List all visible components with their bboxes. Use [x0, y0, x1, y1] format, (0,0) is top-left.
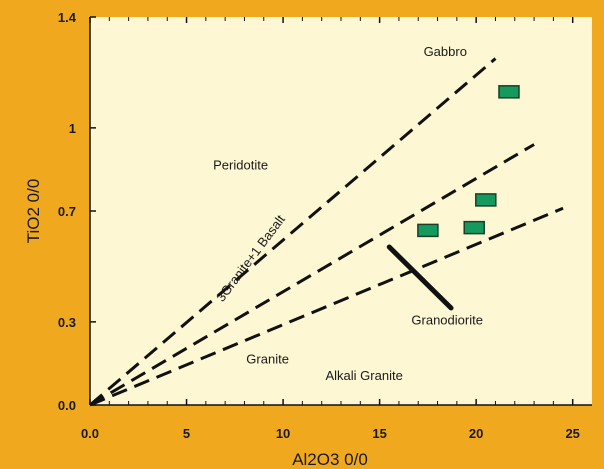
- boundary-line: [89, 57, 497, 407]
- y-tick-label: 1: [69, 121, 76, 136]
- boundary-line: [89, 206, 564, 407]
- tick-labels: 0.0 5 10 15 20 25 0.0 0.3 0.7 1 1.4: [58, 10, 580, 441]
- region-label: Gabbro: [424, 44, 467, 59]
- trend-segment: [386, 244, 454, 311]
- plot-area: [90, 17, 592, 405]
- data-point: [498, 85, 520, 99]
- y-tick-label: 0.3: [58, 315, 76, 330]
- x-tick-label: 0.0: [81, 426, 99, 441]
- y-tick-label: 0.0: [58, 398, 76, 413]
- boundary-line: [89, 143, 535, 407]
- region-label: Granite: [246, 351, 289, 366]
- trend-line: [386, 244, 454, 311]
- region-label: Granodiorite: [411, 313, 483, 328]
- boundary-lines: [89, 57, 564, 407]
- data-points: [417, 85, 520, 238]
- y-axis-title: TiO2 0/0: [24, 179, 43, 244]
- region-label: Alkali Granite: [326, 368, 403, 383]
- data-point: [463, 220, 485, 235]
- data-point: [417, 223, 439, 238]
- data-point: [475, 193, 497, 207]
- region-label: Peridotite: [213, 157, 268, 172]
- x-axis-title: Al2O3 0/0: [292, 450, 368, 469]
- x-tick-label: 20: [469, 426, 483, 441]
- x-tick-label: 15: [372, 426, 386, 441]
- y-tick-label: 1.4: [58, 10, 77, 25]
- x-tick-label: 10: [276, 426, 290, 441]
- x-tick-label: 5: [183, 426, 190, 441]
- y-tick-label: 0.7: [58, 204, 76, 219]
- axis-ticks: [89, 16, 574, 406]
- x-tick-label: 25: [565, 426, 579, 441]
